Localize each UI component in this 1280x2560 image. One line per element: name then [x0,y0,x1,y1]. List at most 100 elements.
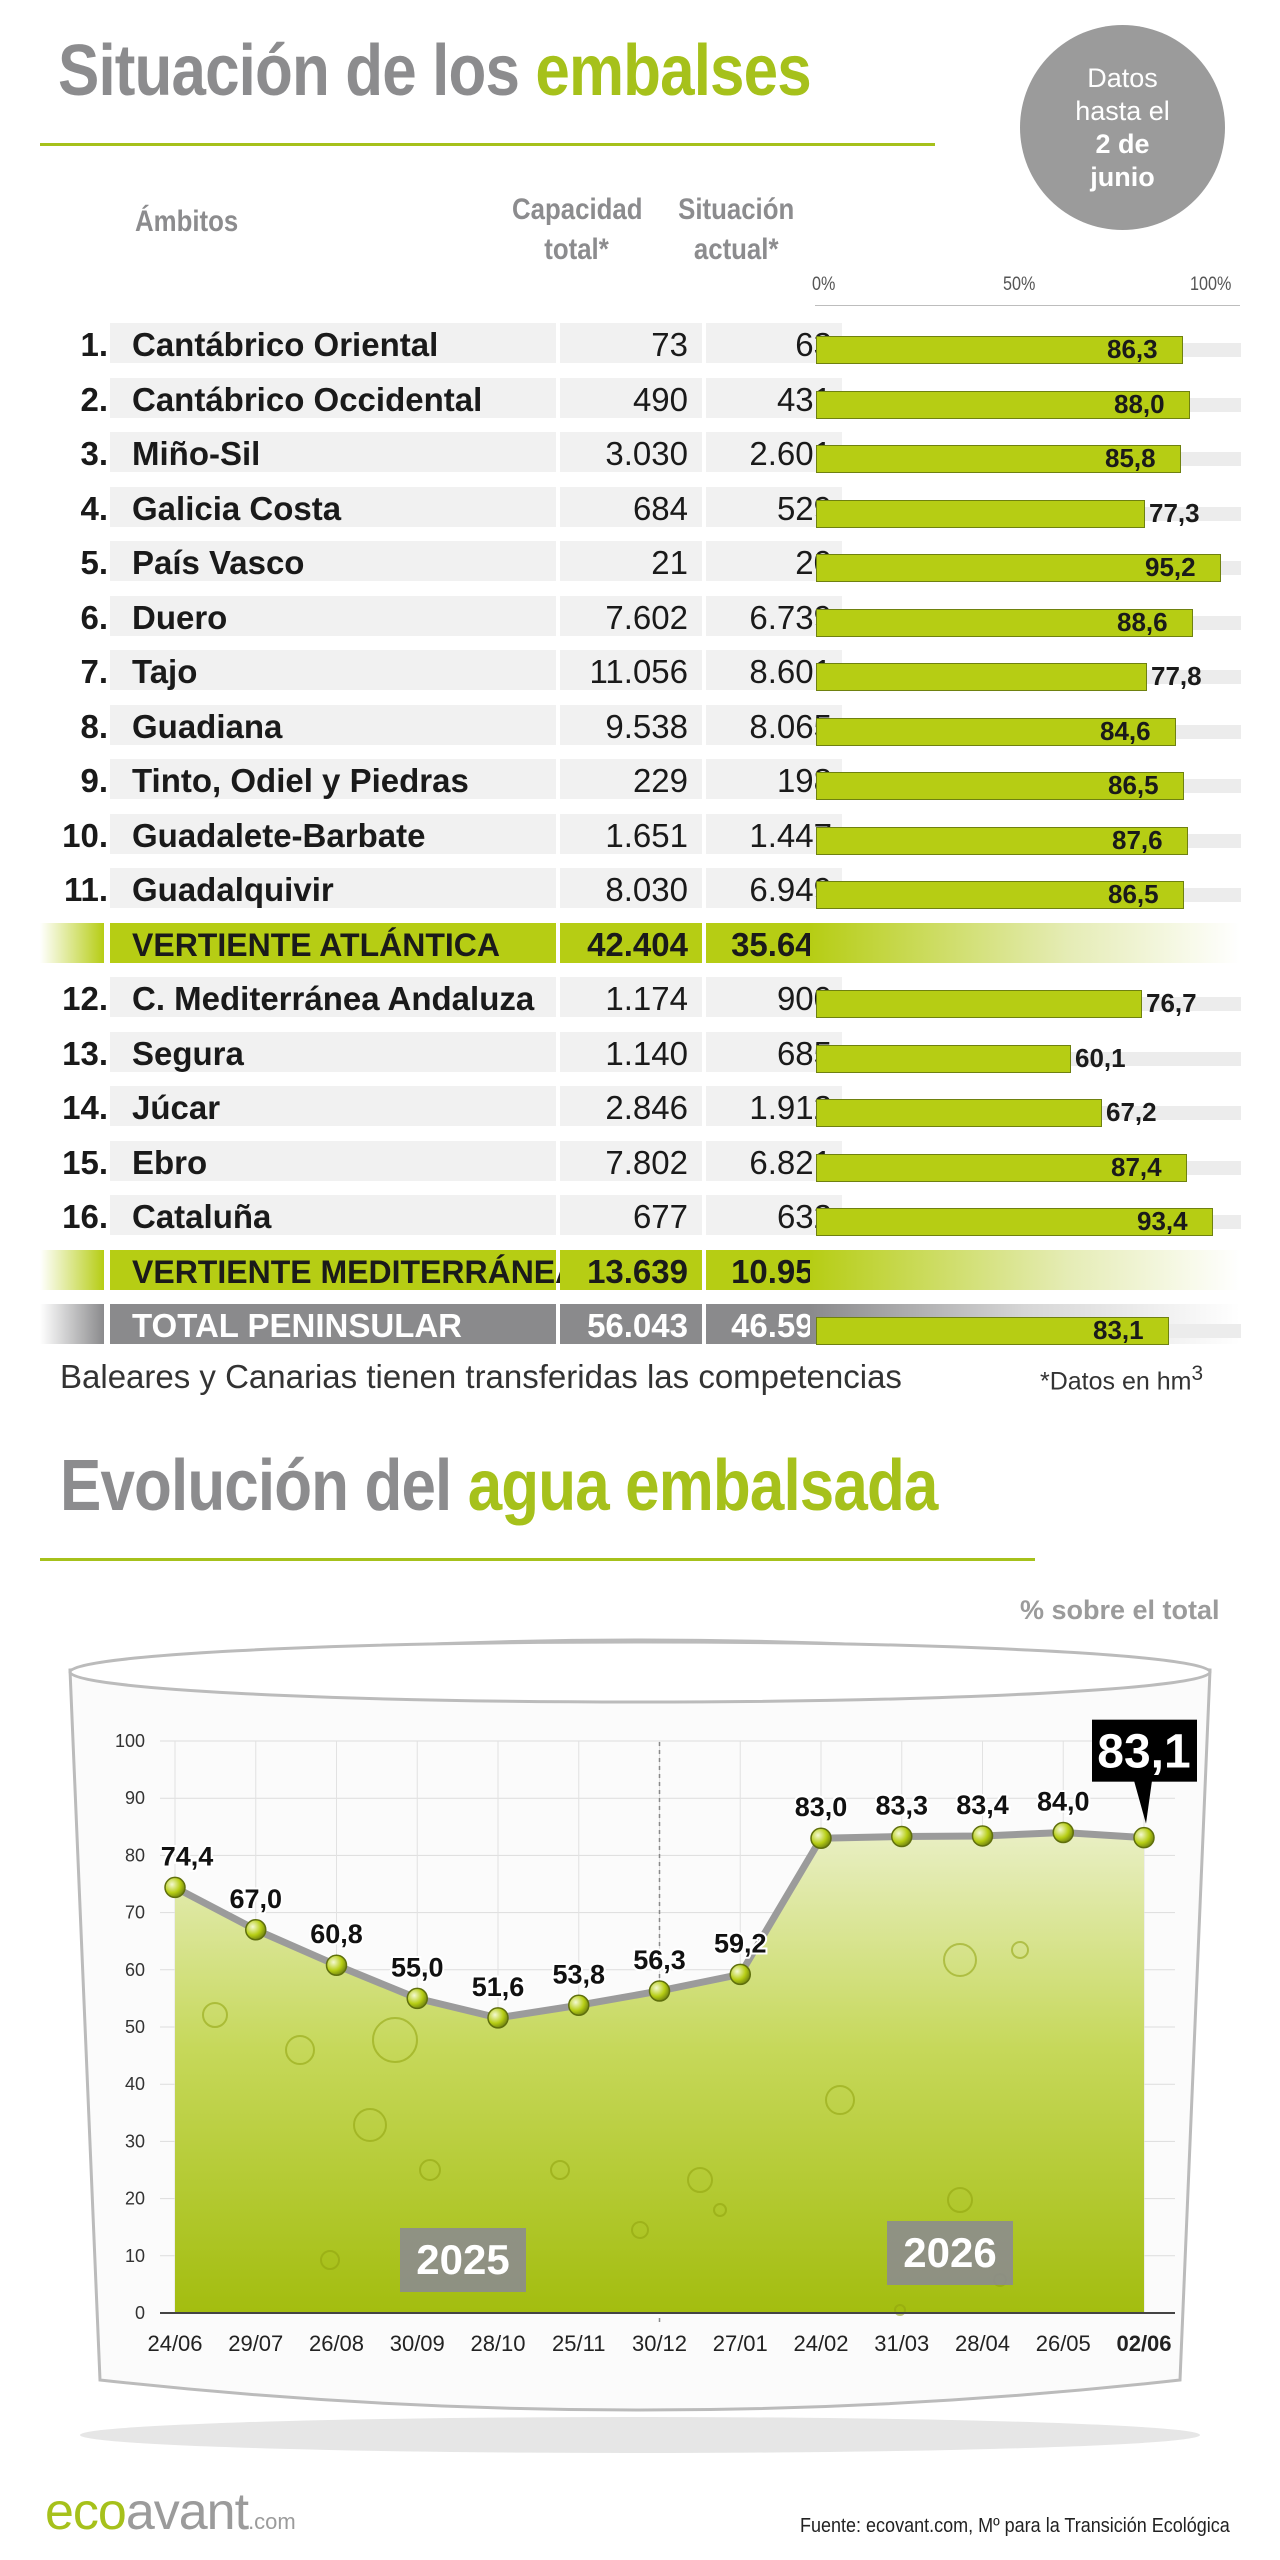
data-point [487,2007,509,2029]
glass-shadow [80,2417,1200,2453]
decorative-bubble [550,2160,570,2180]
percentage-bar-fill [816,608,1193,637]
y-tick-label: 70 [125,1903,145,1923]
percentage-bar-value: 86,3 [1107,334,1158,364]
percentage-bar-value: 86,5 [1108,770,1159,800]
decorative-bubble [202,2002,228,2028]
row-capacity: 9.538 [560,704,702,745]
x-tick-label: 31/03 [874,2331,929,2356]
data-point [729,1963,751,1986]
row-capacity: 11.056 [560,650,702,690]
row-name: Tajo [110,650,556,690]
decorative-bubble [943,1943,977,1977]
scale-label-0: 0% [812,274,836,295]
decorative-bubble [947,2187,973,2213]
row-name: Guadiana [110,704,556,745]
decorative-bubble [320,2250,340,2270]
percentage-bar-track: 87,6 [816,825,1241,855]
table-row: 13. Segura 1.140 685 60,1 [40,1031,1241,1076]
row-capacity: 2.846 [560,1086,702,1126]
row-name: VERTIENTE MEDITERRÁNEA [110,1249,578,1290]
row-number: 10. [62,816,108,854]
note-units-text: *Datos en hm [1040,1367,1192,1396]
percentage-bar-track: 95,2 [816,552,1241,582]
table-row: 4. Galicia Costa 684 529 77,3 [40,486,1241,531]
table-row: 2. Cantábrico Occidental 490 431 88,0 [40,377,1241,422]
percentage-bar-track: 83,1 [816,1315,1241,1345]
x-tick-label: 25/11 [552,2331,605,2356]
x-tick-label: 28/10 [470,2331,525,2356]
table-row: 7. Tajo 11.056 8.601 77,8 [40,650,1241,694]
x-tick-label: 26/05 [1036,2331,1091,2356]
decorative-bubble [894,2304,906,2316]
x-tick-label: 29/07 [228,2331,283,2356]
y-tick-label: 40 [125,2074,145,2094]
percentage-bar-track: 86,3 [816,334,1241,364]
data-point [648,1980,671,2002]
percentage-bar-value: 86,5 [1108,879,1159,909]
data-label: 67,0 [229,1884,282,1914]
data-label: 59,2 [714,1928,767,1958]
brand-domain: .com [248,2509,296,2534]
row-capacity: 1.174 [560,977,702,1017]
decorative-bubble [1011,1941,1029,1959]
table-row: 6. Duero 7.602 6.739 88,6 [40,595,1241,640]
row-number: 14. [62,1089,108,1126]
date-badge: Datos hasta el 2 de junio [1020,25,1225,230]
badge-line-1: Datos [1087,62,1158,93]
header-situacion-line1: Situación [678,193,795,226]
scale-label-50: 50% [1003,274,1036,295]
row-number: 8. [80,707,108,745]
table-row: 8. Guadiana 9.538 8.065 84,6 [40,704,1241,749]
percentage-bar-value: 84,6 [1100,715,1151,746]
percentage-bar-track: 86,5 [816,770,1241,800]
header-situacion-line2: actual* [693,233,779,266]
percentage-bar-value: 67,2 [1106,1097,1157,1127]
percentage-bar-fill [816,1044,1071,1073]
table-row: 11. Guadalquivir 8.030 6.949 86,5 [40,868,1241,912]
data-point [891,1825,913,1848]
year-label-box [400,2228,526,2292]
percentage-bar-fill [816,717,1176,746]
decorative-bubble [285,2035,315,2065]
x-tick-label: 24/02 [793,2331,848,2356]
row-name: Cantábrico Occidental [110,377,556,418]
row-capacity: 490 [560,377,702,418]
row-number: 7. [80,653,108,690]
subtotal-row: VERTIENTE MEDITERRÁNEA 13.639 10.950 [40,1249,1240,1294]
scale-axis-line [815,305,1240,306]
row-capacity: 8.030 [560,868,702,908]
brand-avant: avant [125,2483,249,2541]
badge-line-3: 2 de [1095,128,1150,159]
y-tick-label: 90 [125,1788,145,1808]
row-number: 1. [80,326,108,363]
row-name: Júcar [110,1086,556,1126]
x-tick-label: 30/09 [390,2331,445,2356]
data-label: 83,3 [875,1791,928,1821]
data-point [406,1987,428,2010]
percentage-bar-track: 60,1 [816,1043,1241,1073]
row-number: 9. [80,762,108,799]
percentage-bar-fill [816,336,1183,364]
x-tick-label: 02/06 [1116,2331,1171,2356]
data-label: 53,8 [552,1959,605,1989]
data-label: 55,0 [391,1952,444,1982]
row-name: Cantábrico Oriental [110,323,556,363]
row-name: Cataluña [110,1195,556,1235]
highlight-label-box [1092,1719,1197,1782]
percentage-bar-fill [816,772,1184,800]
table-row: 5. País Vasco 21 20 95,2 [40,541,1241,585]
badge-line-4: junio [1090,161,1155,192]
row-name: Guadalquivir [110,868,556,908]
decorative-bubble [631,2221,649,2239]
percentage-bar-value: 77,3 [1149,497,1200,528]
row-capacity: 56.043 [560,1304,702,1344]
header-capacidad-line2: total* [544,233,609,266]
row-number: 13. [62,1034,108,1072]
percentage-bar-value: 87,6 [1112,824,1163,855]
note-competencias: Baleares y Canarias tienen transferidas … [60,1358,902,1395]
row-number: 12. [62,980,108,1017]
data-point [810,1827,832,1849]
percentage-bar-fill [816,1153,1187,1182]
x-tick-label: 30/12 [632,2331,687,2356]
